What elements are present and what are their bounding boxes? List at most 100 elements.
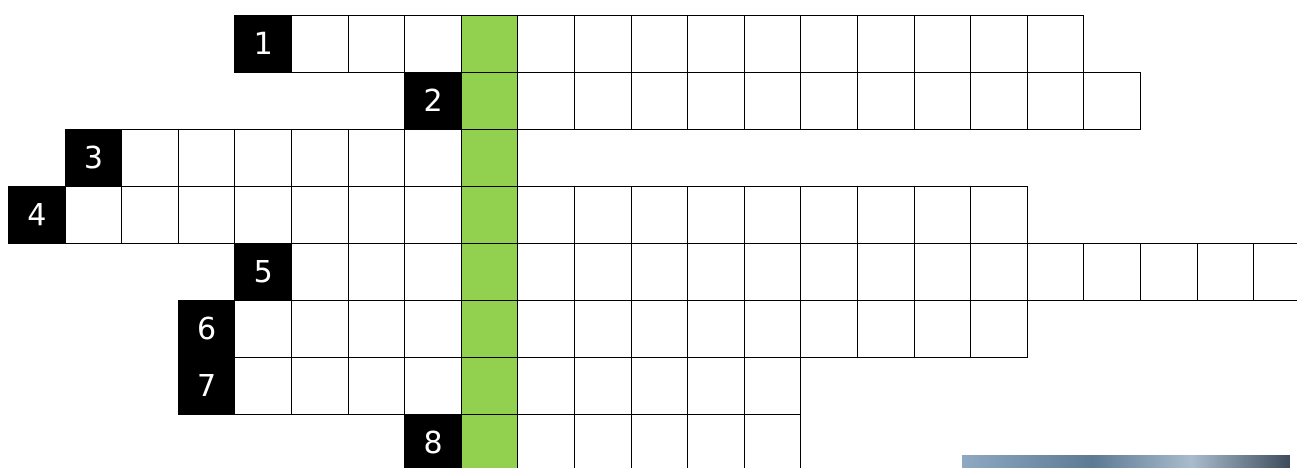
letter-cell[interactable]	[65, 186, 123, 244]
letter-cell[interactable]	[517, 300, 575, 358]
letter-cell[interactable]	[517, 357, 575, 415]
letter-cell[interactable]	[631, 414, 689, 468]
letter-cell[interactable]	[800, 243, 858, 301]
letter-cell[interactable]	[857, 72, 915, 130]
letter-cell[interactable]	[574, 243, 632, 301]
letter-cell[interactable]	[744, 186, 802, 244]
letter-cell[interactable]	[178, 186, 236, 244]
letter-cell[interactable]	[970, 186, 1028, 244]
letter-cell[interactable]	[574, 72, 632, 130]
letter-cell[interactable]	[234, 300, 292, 358]
letter-cell[interactable]	[517, 15, 575, 73]
letter-cell[interactable]	[631, 243, 689, 301]
letter-cell[interactable]	[461, 414, 519, 468]
letter-cell[interactable]	[461, 129, 519, 187]
letter-cell[interactable]	[178, 129, 236, 187]
letter-cell[interactable]	[461, 357, 519, 415]
clue-number: 2	[404, 72, 462, 130]
letter-cell[interactable]	[348, 186, 406, 244]
letter-cell[interactable]	[348, 357, 406, 415]
letter-cell[interactable]	[517, 243, 575, 301]
letter-cell[interactable]	[291, 357, 349, 415]
letter-cell[interactable]	[857, 300, 915, 358]
letter-cell[interactable]	[914, 186, 972, 244]
letter-cell[interactable]	[914, 243, 972, 301]
letter-cell[interactable]	[631, 357, 689, 415]
letter-cell[interactable]	[744, 15, 802, 73]
letter-cell[interactable]	[970, 15, 1028, 73]
letter-cell[interactable]	[234, 357, 292, 415]
letter-cell[interactable]	[800, 15, 858, 73]
letter-cell[interactable]	[631, 186, 689, 244]
letter-cell[interactable]	[800, 186, 858, 244]
letter-cell[interactable]	[574, 357, 632, 415]
letter-cell[interactable]	[404, 129, 462, 187]
letter-cell[interactable]	[348, 243, 406, 301]
letter-cell[interactable]	[857, 186, 915, 244]
letter-cell[interactable]	[121, 129, 179, 187]
letter-cell[interactable]	[517, 186, 575, 244]
letter-cell[interactable]	[687, 72, 745, 130]
letter-cell[interactable]	[291, 243, 349, 301]
letter-cell[interactable]	[744, 243, 802, 301]
letter-cell[interactable]	[574, 186, 632, 244]
letter-cell[interactable]	[1140, 243, 1198, 301]
letter-cell[interactable]	[970, 300, 1028, 358]
letter-cell[interactable]	[404, 243, 462, 301]
letter-cell[interactable]	[291, 300, 349, 358]
letter-cell[interactable]	[914, 15, 972, 73]
letter-cell[interactable]	[1253, 243, 1297, 301]
letter-cell[interactable]	[914, 72, 972, 130]
letter-cell[interactable]	[687, 357, 745, 415]
letter-cell[interactable]	[461, 243, 519, 301]
letter-cell[interactable]	[631, 15, 689, 73]
letter-cell[interactable]	[800, 300, 858, 358]
letter-cell[interactable]	[517, 414, 575, 468]
letter-cell[interactable]	[687, 186, 745, 244]
letter-cell[interactable]	[404, 300, 462, 358]
letter-cell[interactable]	[1027, 243, 1085, 301]
letter-cell[interactable]	[1197, 243, 1255, 301]
letter-cell[interactable]	[631, 72, 689, 130]
letter-cell[interactable]	[687, 15, 745, 73]
letter-cell[interactable]	[291, 15, 349, 73]
letter-cell[interactable]	[1083, 72, 1141, 130]
letter-cell[interactable]	[404, 357, 462, 415]
letter-cell[interactable]	[744, 357, 802, 415]
letter-cell[interactable]	[234, 129, 292, 187]
letter-cell[interactable]	[800, 72, 858, 130]
letter-cell[interactable]	[404, 15, 462, 73]
letter-cell[interactable]	[970, 72, 1028, 130]
letter-cell[interactable]	[461, 300, 519, 358]
letter-cell[interactable]	[857, 243, 915, 301]
letter-cell[interactable]	[234, 186, 292, 244]
letter-cell[interactable]	[744, 414, 802, 468]
letter-cell[interactable]	[574, 300, 632, 358]
letter-cell[interactable]	[1083, 243, 1141, 301]
letter-cell[interactable]	[1027, 72, 1085, 130]
letter-cell[interactable]	[348, 15, 406, 73]
letter-cell[interactable]	[121, 186, 179, 244]
letter-cell[interactable]	[348, 300, 406, 358]
letter-cell[interactable]	[574, 15, 632, 73]
letter-cell[interactable]	[517, 72, 575, 130]
letter-cell[interactable]	[461, 186, 519, 244]
letter-cell[interactable]	[461, 15, 519, 73]
letter-cell[interactable]	[687, 414, 745, 468]
letter-cell[interactable]	[631, 300, 689, 358]
letter-cell[interactable]	[914, 300, 972, 358]
letter-cell[interactable]	[687, 300, 745, 358]
letter-cell[interactable]	[687, 243, 745, 301]
letter-cell[interactable]	[461, 72, 519, 130]
letter-cell[interactable]	[744, 300, 802, 358]
letter-cell[interactable]	[744, 72, 802, 130]
letter-cell[interactable]	[857, 15, 915, 73]
letter-cell[interactable]	[348, 129, 406, 187]
letter-cell[interactable]	[404, 186, 462, 244]
clue-number: 4	[8, 186, 66, 244]
letter-cell[interactable]	[574, 414, 632, 468]
letter-cell[interactable]	[970, 243, 1028, 301]
letter-cell[interactable]	[291, 129, 349, 187]
letter-cell[interactable]	[1027, 15, 1085, 73]
letter-cell[interactable]	[291, 186, 349, 244]
